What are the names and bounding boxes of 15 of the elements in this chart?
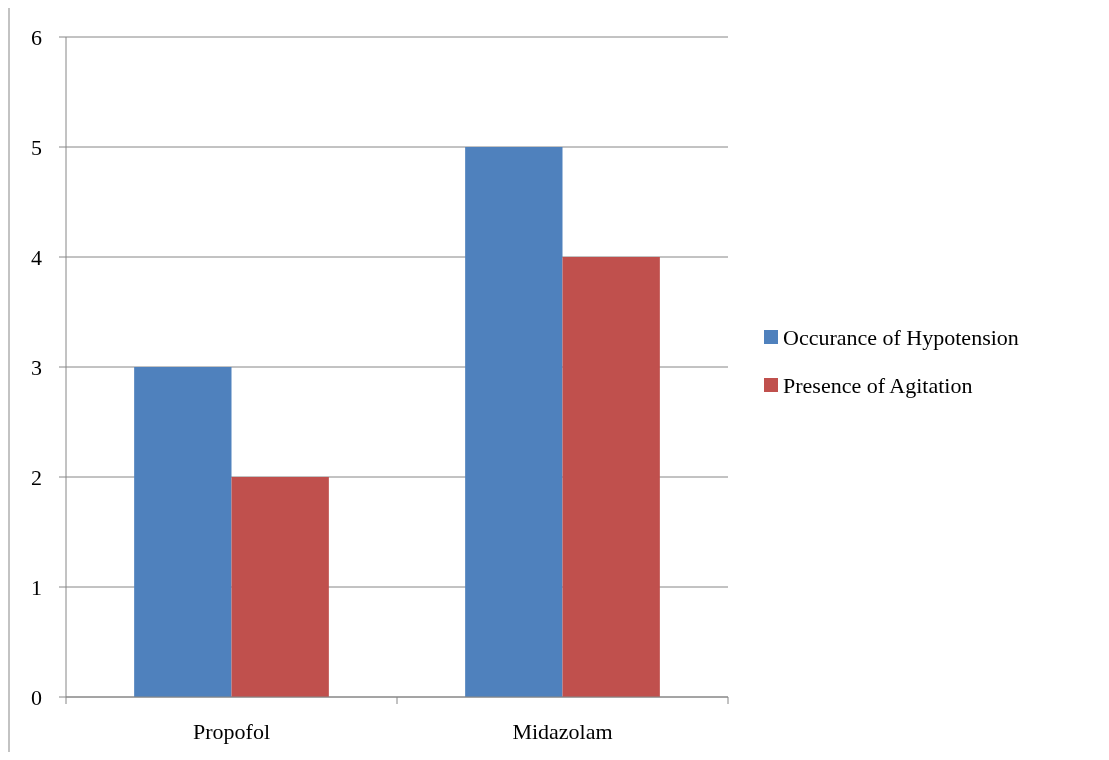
- legend-label: Occurance of Hypotension: [783, 324, 1019, 350]
- y-tick-label: 1: [31, 574, 42, 600]
- y-tick-label: 2: [31, 464, 42, 490]
- x-tick-label: Propofol: [193, 719, 270, 744]
- x-tick-label: Midazolam: [512, 719, 613, 744]
- y-tick-label: 5: [31, 134, 42, 160]
- bar: [231, 477, 329, 697]
- bar: [465, 147, 563, 697]
- y-tick-label: 3: [31, 354, 42, 380]
- y-tick-label: 4: [31, 244, 42, 270]
- bar: [562, 257, 660, 697]
- legend-label: Presence of Agitation: [783, 372, 973, 398]
- y-tick-label: 0: [31, 684, 42, 710]
- y-tick-label: 6: [31, 24, 42, 50]
- bar: [134, 367, 232, 697]
